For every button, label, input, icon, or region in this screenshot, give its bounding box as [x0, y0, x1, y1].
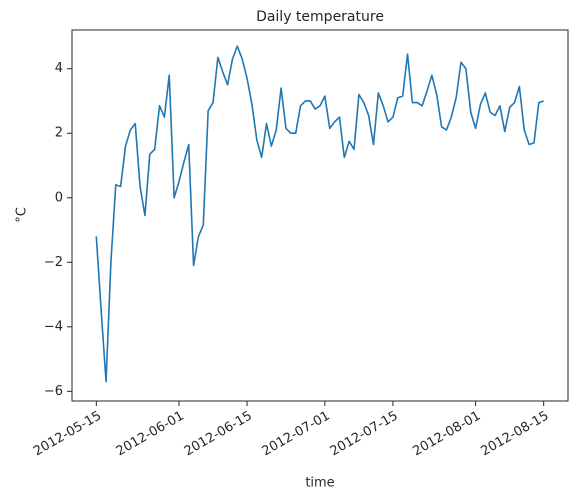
y-tick-label: 2 — [55, 126, 63, 141]
x-tick-label: 2012-07-01 — [260, 409, 333, 460]
data-line — [95, 45, 544, 383]
x-axis-label: time — [305, 476, 334, 491]
y-tick-label: −6 — [44, 384, 63, 399]
x-tick-label: 2012-08-01 — [410, 409, 483, 460]
x-tick-label: 2012-07-15 — [328, 409, 401, 460]
x-tick-label: 2012-05-15 — [31, 409, 104, 460]
y-tick-label: −4 — [44, 319, 63, 334]
x-tick-label: 2012-06-15 — [182, 409, 255, 460]
y-tick-label: −2 — [44, 255, 63, 270]
chart-title: Daily temperature — [256, 9, 384, 25]
plot-frame — [71, 29, 569, 402]
y-axis-label: °C — [15, 207, 30, 223]
y-tick-label: 0 — [55, 190, 63, 205]
y-tick-label: 4 — [55, 61, 63, 76]
x-tick-label: 2012-08-15 — [478, 409, 551, 460]
x-tick-label: 2012-06-01 — [114, 409, 187, 460]
